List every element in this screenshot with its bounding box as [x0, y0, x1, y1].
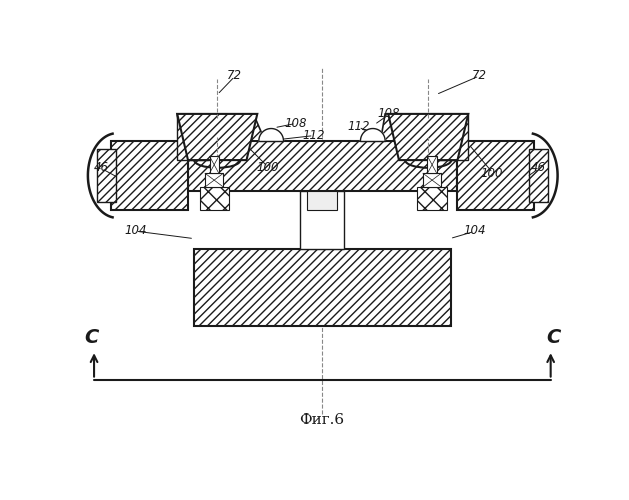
Bar — [194, 248, 452, 326]
Text: Фиг.6: Фиг.6 — [299, 414, 345, 428]
Text: 46: 46 — [94, 162, 109, 174]
Bar — [301, 191, 343, 248]
Bar — [423, 173, 442, 187]
Bar — [205, 173, 223, 187]
Bar — [97, 148, 116, 203]
Polygon shape — [177, 114, 257, 160]
Text: 104: 104 — [125, 224, 147, 237]
Text: C: C — [85, 328, 99, 347]
Text: 112: 112 — [303, 129, 325, 142]
Text: 100: 100 — [481, 168, 503, 180]
Text: 108: 108 — [284, 116, 307, 130]
Bar — [188, 141, 457, 191]
Polygon shape — [381, 114, 468, 141]
Text: 72: 72 — [226, 69, 242, 82]
Bar — [209, 156, 219, 173]
Text: 100: 100 — [256, 162, 279, 174]
Bar — [457, 141, 535, 210]
Bar — [438, 114, 468, 160]
Bar — [177, 114, 208, 160]
Polygon shape — [360, 128, 385, 141]
Text: C: C — [546, 328, 560, 347]
Bar — [111, 141, 188, 210]
Polygon shape — [259, 128, 284, 141]
Bar — [529, 148, 548, 203]
Bar — [418, 187, 447, 210]
Text: 112: 112 — [348, 120, 370, 132]
Text: 46: 46 — [531, 162, 546, 174]
Text: 108: 108 — [377, 108, 399, 120]
Polygon shape — [177, 114, 265, 141]
Bar — [199, 187, 229, 210]
Polygon shape — [388, 114, 468, 160]
Text: 72: 72 — [472, 69, 487, 82]
Bar — [306, 191, 337, 210]
Text: 104: 104 — [463, 224, 486, 237]
Bar — [428, 156, 437, 173]
